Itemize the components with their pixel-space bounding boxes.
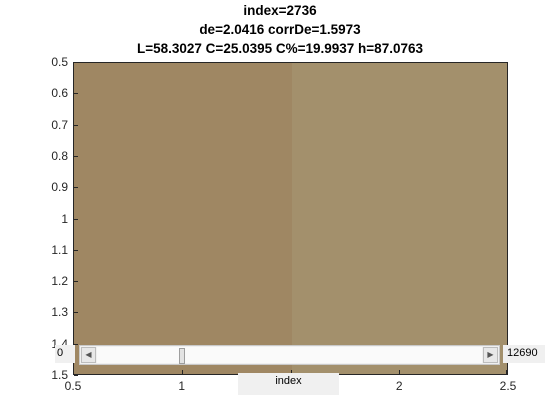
y-tick-mark: [74, 343, 78, 345]
y-tick-mark: [74, 155, 78, 157]
x-tick-mark: [73, 370, 74, 374]
slider-max-label: 12690: [503, 345, 545, 363]
color-patch-right: [291, 63, 507, 374]
y-tick-label: 1: [61, 211, 68, 226]
y-tick-mark: [74, 312, 78, 314]
slider-track[interactable]: [97, 347, 482, 364]
x-tick-mark: [290, 370, 292, 374]
plot-axes: [73, 62, 508, 375]
y-tick-mark: [74, 187, 78, 189]
y-tick-label: 0.8: [51, 148, 68, 163]
x-tick-label: 2: [395, 379, 403, 393]
y-tick-mark: [74, 93, 78, 95]
title-index: index=2736: [243, 3, 317, 18]
x-tick-mark: [399, 370, 401, 374]
index-label: index: [238, 373, 339, 395]
y-tick-label: 0.7: [51, 117, 68, 132]
chevron-left-icon[interactable]: ◀: [81, 347, 96, 363]
y-tick-label: 1.2: [51, 274, 68, 289]
y-tick-label: 0.5: [51, 55, 68, 69]
y-tick-mark: [74, 375, 78, 376]
chevron-right-icon[interactable]: ▶: [483, 347, 498, 363]
x-tick-label: 1: [178, 379, 186, 393]
y-tick-label: 1.3: [51, 305, 68, 320]
y-tick-label: 1.1: [51, 242, 68, 257]
x-tick-label: 0.5: [64, 379, 82, 393]
slider-thumb[interactable]: [179, 348, 185, 364]
title-de: de=2.0416 corrDe=1.5973: [199, 22, 361, 37]
x-tick-mark: [506, 370, 507, 374]
color-patch-left: [74, 63, 292, 374]
x-tick-mark: [181, 370, 183, 374]
x-tick-label: 2.5: [499, 379, 517, 393]
y-tick-label: 0.6: [51, 86, 68, 101]
title-lch: L=58.3027 C=25.0395 C%=19.9937 h=87.0763: [137, 41, 423, 56]
index-slider[interactable]: ◀ ▶: [79, 345, 500, 365]
slider-min-label: 0: [55, 345, 75, 363]
y-tick-mark: [74, 218, 78, 220]
y-tick-mark: [74, 281, 78, 283]
y-tick-mark: [74, 124, 78, 126]
y-tick-mark: [74, 62, 78, 63]
y-tick-mark: [74, 249, 78, 251]
y-tick-label: 0.9: [51, 180, 68, 195]
y-tick-label: 1.5: [51, 368, 68, 382]
